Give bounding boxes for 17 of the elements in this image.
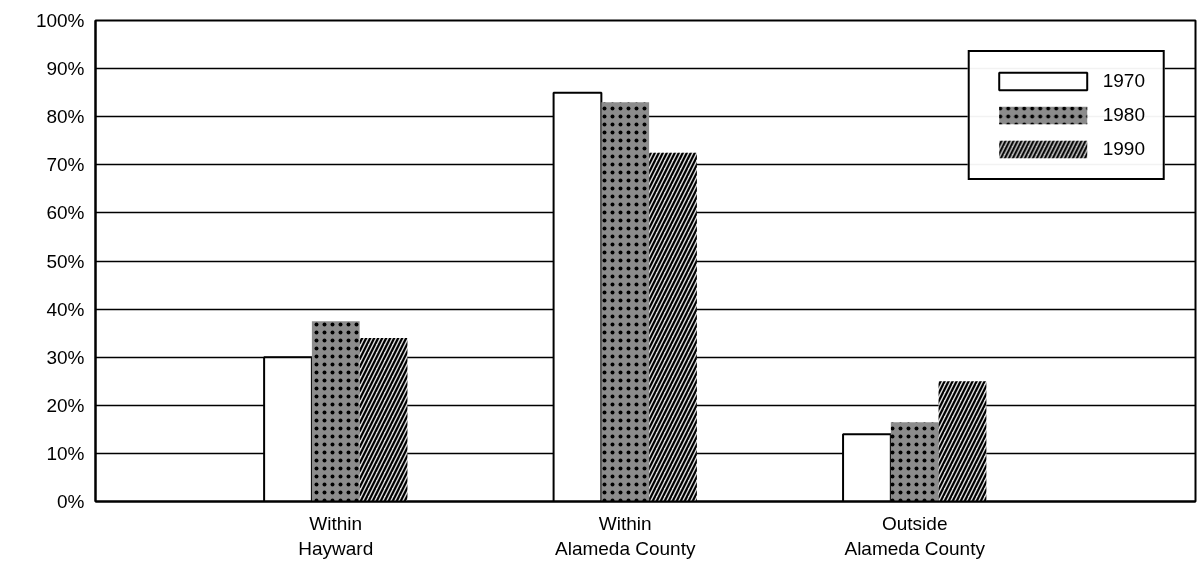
y-tick-label: 20% [46,394,85,416]
x-tick-label: Within Hayward [298,512,374,559]
y-tick-label: 60% [46,202,85,224]
y-tick-label: 70% [46,154,85,176]
x-tick-label: Outside Alameda County [844,512,986,559]
y-tick-label: 90% [46,58,85,80]
x-tick-label: Within Alameda County [555,512,696,559]
y-tick-label: 0% [57,491,85,512]
y-tick-label: 100% [35,10,85,31]
y-tick-label: 50% [46,250,85,272]
y-tick-label: 80% [46,106,85,128]
legend-label: 1980 [1102,104,1145,126]
legend-label: 1990 [1102,138,1145,160]
y-tick-label: 40% [46,298,85,320]
y-tick-label: 10% [46,442,85,464]
legend-label: 1970 [1102,70,1145,92]
y-tick-label: 30% [46,346,85,368]
